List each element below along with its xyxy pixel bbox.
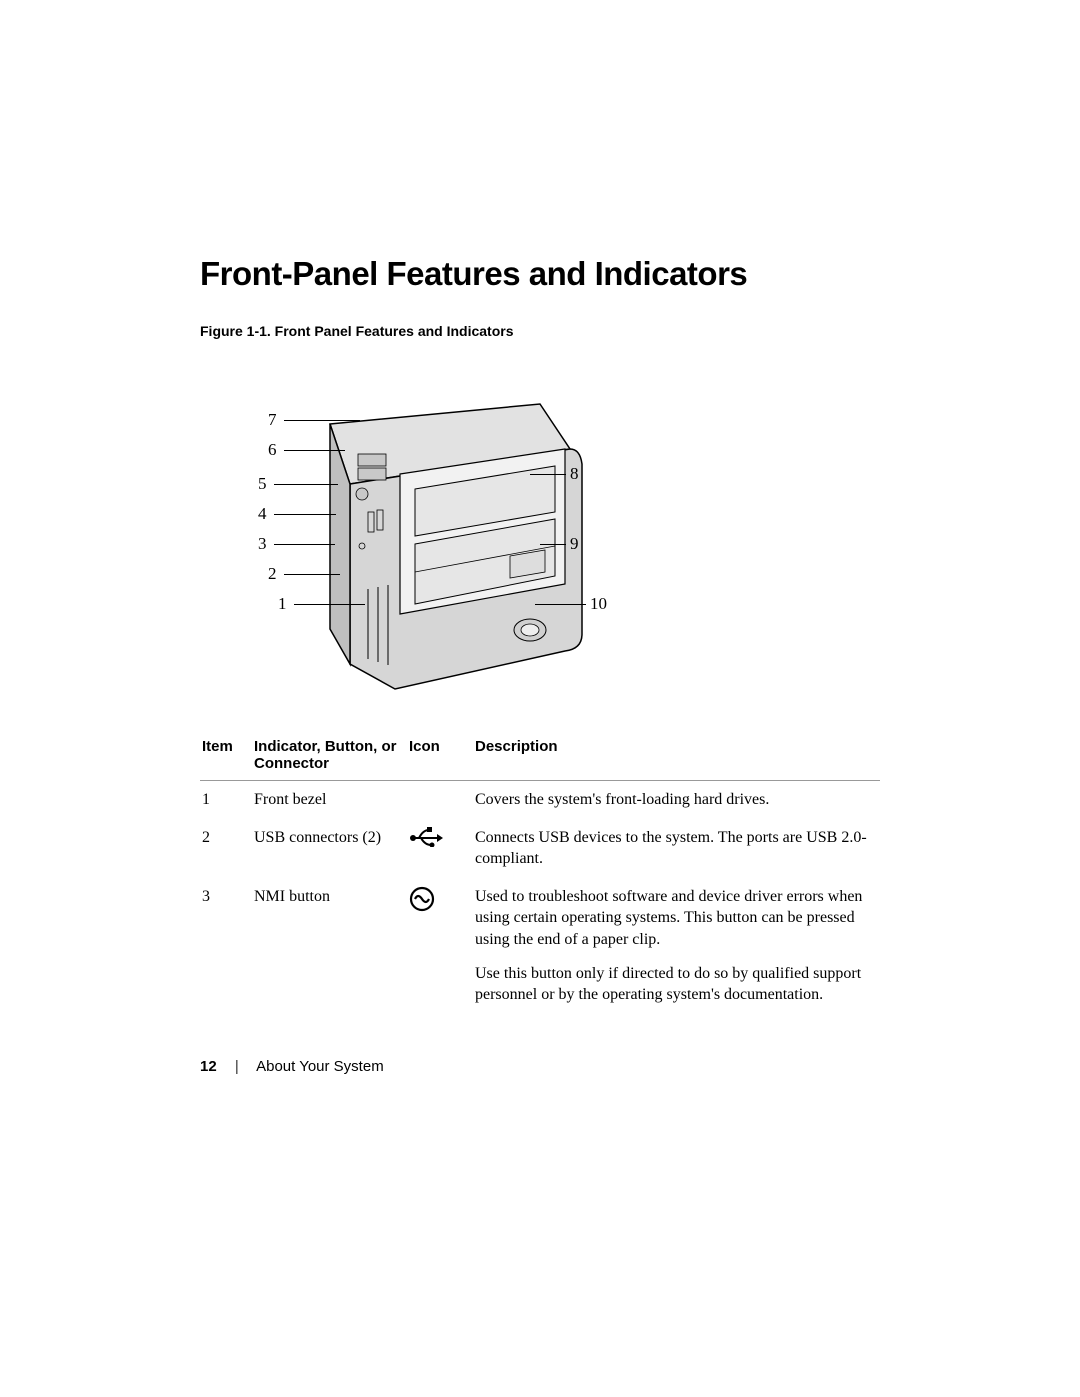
table-row: 1Front bezel Covers the system's front-lo… xyxy=(200,781,880,819)
callout-number: 8 xyxy=(570,464,579,484)
cell-description: Covers the system's front-loading hard d… xyxy=(473,781,880,819)
callout-leader xyxy=(535,604,586,605)
callout-leader xyxy=(274,514,336,515)
cell-indicator: Front bezel xyxy=(252,781,407,819)
callout-leader xyxy=(540,544,566,545)
callout-number: 1 xyxy=(278,594,287,614)
manual-page: Front-Panel Features and Indicators Figu… xyxy=(200,255,880,1014)
callout-number: 10 xyxy=(590,594,607,614)
callout-number: 7 xyxy=(268,410,277,430)
usb-icon xyxy=(409,827,443,847)
callout-number: 3 xyxy=(258,534,267,554)
description-paragraph: Used to troubleshoot software and device… xyxy=(475,886,874,951)
callout-leader xyxy=(274,544,335,545)
cell-description: Used to troubleshoot software and device… xyxy=(473,878,880,1014)
cell-indicator: USB connectors (2) xyxy=(252,819,407,878)
cell-item: 1 xyxy=(200,781,252,819)
col-icon: Icon xyxy=(407,734,473,781)
description-paragraph: Use this button only if directed to do s… xyxy=(475,963,874,1006)
callout-leader xyxy=(274,484,338,485)
nmi-icon xyxy=(409,886,435,912)
section-heading: Front-Panel Features and Indicators xyxy=(200,255,880,293)
callout-leader xyxy=(284,450,345,451)
table-row: 2USB connectors (2) Connects USB devices … xyxy=(200,819,880,878)
callout-number: 5 xyxy=(258,474,267,494)
col-item: Item xyxy=(200,734,252,781)
cell-description: Connects USB devices to the system. The … xyxy=(473,819,880,878)
page-number: 12 xyxy=(200,1058,217,1075)
cell-icon xyxy=(407,781,473,819)
callout-leader xyxy=(284,574,340,575)
cell-icon xyxy=(407,878,473,1014)
callout-leader xyxy=(284,420,360,421)
table-row: 3NMI button Used to troubleshoot software… xyxy=(200,878,880,1014)
cell-item: 2 xyxy=(200,819,252,878)
description-paragraph: Covers the system's front-loading hard d… xyxy=(475,789,874,811)
feature-table: Item Indicator, Button, or Connector Ico… xyxy=(200,734,880,1014)
callout-leader xyxy=(530,474,566,475)
table-header-row: Item Indicator, Button, or Connector Ico… xyxy=(200,734,880,781)
callout-number: 9 xyxy=(570,534,579,554)
figure-caption: Figure 1-1. Front Panel Features and Ind… xyxy=(200,323,880,339)
col-indicator: Indicator, Button, or Connector xyxy=(252,734,407,781)
cell-indicator: NMI button xyxy=(252,878,407,1014)
callout-number: 4 xyxy=(258,504,267,524)
footer-section: About Your System xyxy=(256,1058,384,1075)
description-paragraph: Connects USB devices to the system. The … xyxy=(475,827,874,870)
col-description: Description xyxy=(473,734,880,781)
footer-separator: | xyxy=(235,1058,239,1075)
callout-leader xyxy=(294,604,365,605)
cell-item: 3 xyxy=(200,878,252,1014)
front-panel-diagram: 7 65 4 321 8 9 10 xyxy=(240,394,640,694)
cell-icon xyxy=(407,819,473,878)
callout-number: 6 xyxy=(268,440,277,460)
page-footer: 12 | About Your System xyxy=(200,1058,384,1075)
callout-number: 2 xyxy=(268,564,277,584)
